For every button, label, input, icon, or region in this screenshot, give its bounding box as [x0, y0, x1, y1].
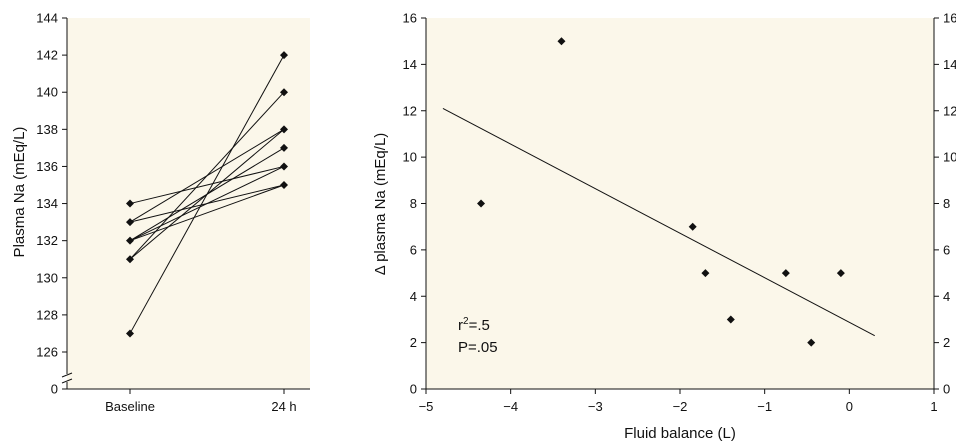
right-x-tick-label: 0 — [846, 399, 853, 414]
right-y-tick-label: 0 — [410, 382, 417, 397]
scatter-point — [807, 338, 816, 347]
left-x-tick-label: 24 h — [271, 399, 296, 414]
secondary-y-tick-label: 0 — [943, 382, 950, 397]
r2-prefix: r — [458, 317, 463, 334]
p-value-annotation: P=.05 — [458, 339, 498, 356]
left-y-tick-label: 128 — [36, 307, 58, 322]
secondary-y-tick-label: 12 — [943, 103, 956, 118]
left-y-tick-label: 126 — [36, 345, 58, 360]
left-data-point — [280, 162, 288, 171]
left-data-point — [280, 181, 288, 189]
r-squared-annotation: r2=.5 — [458, 316, 490, 334]
right-x-tick-label: −2 — [673, 399, 688, 414]
axis-break-mark — [61, 378, 73, 384]
r2-value: =.5 — [469, 317, 490, 334]
subject-line — [129, 147, 285, 242]
fit-line — [442, 107, 875, 337]
left-y-tick-label: 138 — [36, 122, 58, 137]
scatter-point — [726, 315, 735, 324]
r2-superscript: 2 — [463, 316, 469, 327]
left-y-tick-label: 144 — [36, 11, 58, 26]
left-data-point — [280, 143, 288, 152]
right-y-tick-label: 8 — [410, 196, 417, 211]
subject-line — [129, 184, 285, 223]
left-data-point — [126, 236, 134, 245]
scatter-point — [836, 269, 845, 278]
left-y-tick-label: 0 — [51, 382, 58, 397]
left-y-tick-label: 134 — [36, 196, 58, 211]
secondary-y-tick-label: 6 — [943, 242, 950, 257]
left-data-point — [126, 199, 134, 208]
right-y-tick-label: 14 — [403, 57, 417, 72]
right-x-tick-label: 1 — [930, 399, 937, 414]
left-panel: 126 128 130 132 134 136 138 140 142 144 0 Baseline 2… — [11, 11, 310, 414]
left-data-point — [280, 51, 288, 60]
subject-line — [129, 165, 285, 205]
right-y-tick-label: 2 — [410, 335, 417, 350]
left-axes: 126 128 130 132 134 136 138 140 142 144 0 Baseline 2… — [36, 11, 310, 414]
left-y-tick-label: 136 — [36, 159, 58, 174]
left-data-point — [126, 329, 134, 338]
left-plot-background — [67, 18, 310, 389]
right-y-tick-label: 4 — [410, 289, 417, 304]
right-x-tick-label: −5 — [419, 399, 434, 414]
right-y-tick-label: 12 — [403, 103, 417, 118]
left-y-tick-label: 130 — [36, 270, 58, 285]
scatter-point — [701, 269, 710, 278]
left-data-point — [280, 125, 288, 134]
secondary-y-tick-label: 16 — [943, 11, 956, 26]
right-y-axis-label: Δ plasma Na (mEq/L) — [372, 133, 389, 276]
left-y-tick-label: 132 — [36, 233, 58, 248]
right-y-tick-label: 10 — [403, 150, 417, 165]
scatter-point — [781, 269, 790, 278]
secondary-y-tick-label: 4 — [943, 289, 950, 304]
scatter-point — [557, 37, 566, 46]
secondary-y-tick-label: 14 — [943, 57, 956, 72]
right-x-tick-label: −3 — [588, 399, 603, 414]
scatter-point — [688, 222, 697, 231]
secondary-y-tick-label: 10 — [943, 150, 956, 165]
left-y-tick-label: 140 — [36, 85, 58, 100]
left-data-point — [126, 218, 134, 227]
right-x-tick-label: −4 — [503, 399, 518, 414]
secondary-y-tick-label: 2 — [943, 335, 950, 350]
left-y-tick-label: 142 — [36, 48, 58, 63]
right-x-tick-label: −1 — [757, 399, 772, 414]
left-y-axis-label: Plasma Na (mEq/L) — [11, 127, 28, 258]
left-data-point — [280, 88, 288, 97]
axis-break-mark — [61, 372, 73, 378]
regression-line — [442, 107, 875, 337]
right-x-axis-label: Fluid balance (L) — [624, 425, 736, 442]
right-y-tick-label: 6 — [410, 242, 417, 257]
left-data-point — [126, 255, 134, 264]
scatter-points — [477, 37, 845, 347]
subject-line — [129, 128, 285, 223]
left-series-lines — [129, 54, 285, 334]
left-x-tick-label: Baseline — [105, 399, 155, 414]
scatter-point — [477, 199, 486, 208]
right-y-tick-label: 16 — [403, 11, 417, 26]
right-plot-background — [426, 18, 934, 389]
secondary-y-tick-label: 8 — [943, 196, 950, 211]
left-series-points — [126, 51, 288, 338]
subject-line — [129, 184, 285, 242]
